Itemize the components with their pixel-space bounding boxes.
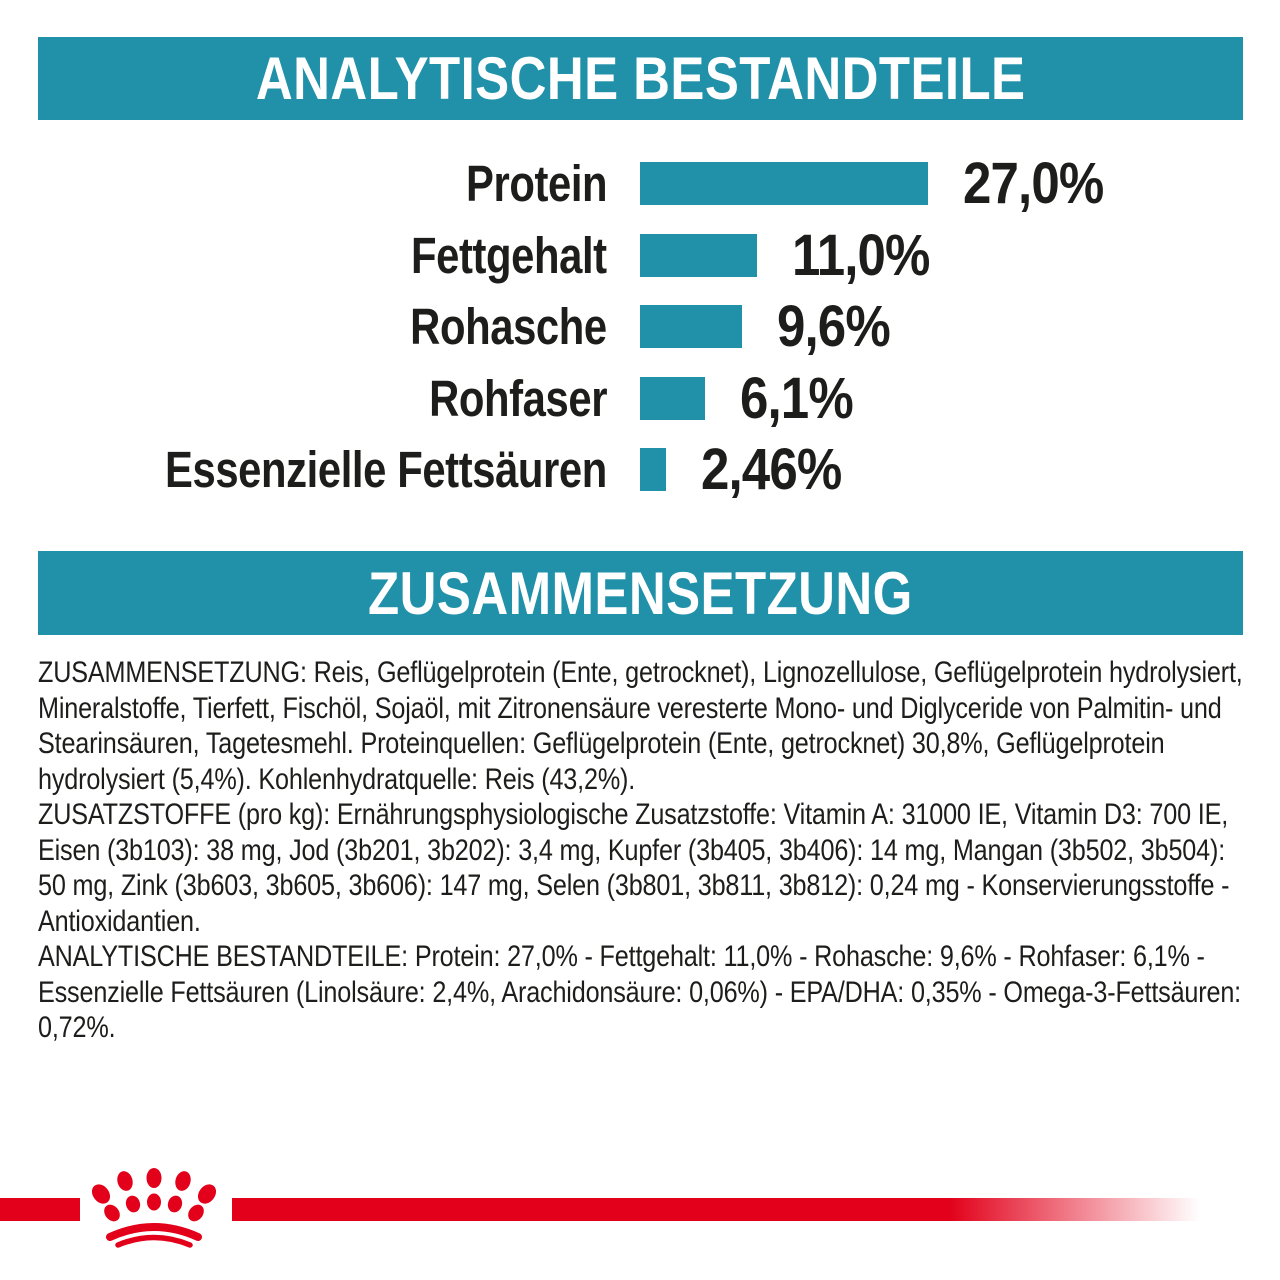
chart-category-label: Rohasche (410, 298, 607, 356)
brand-band-left-segment (0, 1198, 80, 1221)
chart-row-protein: Protein 27,0% (0, 148, 1280, 220)
chart-bar (640, 448, 667, 492)
analytical-constituents-paragraph: ANALYTISCHE BESTANDTEILE: Protein: 27,0%… (38, 940, 1241, 1044)
royal-canin-paw-icon (91, 1168, 217, 1248)
composition-title: ZUSAMMENSETZUNG (368, 559, 913, 627)
composition-banner: ZUSAMMENSETZUNG (38, 551, 1243, 635)
chart-row-essenzielle-fettsaeuren: Essenzielle Fettsäuren 2,46% (0, 434, 1280, 506)
chart-bar (640, 233, 758, 277)
chart-row-rohfaser: Rohfaser 6,1% (0, 363, 1280, 435)
chart-value-label: 27,0% (963, 151, 1104, 217)
chart-category-label: Protein (465, 155, 608, 213)
chart-bar (640, 305, 743, 349)
analytical-constituents-title: ANALYTISCHE BESTANDTEILE (255, 45, 1026, 112)
analytical-constituents-chart: Protein 27,0% Fettgehalt 11,0% Rohasche … (0, 148, 1280, 506)
chart-value-label: 11,0% (792, 222, 930, 288)
composition-paragraph: ZUSAMMENSETZUNG: Reis, Geflügelprotein (… (38, 656, 1243, 796)
chart-category-label: Essenzielle Fettsäuren (165, 441, 607, 499)
chart-bar (640, 162, 929, 206)
brand-band-right-segment (232, 1198, 1200, 1221)
chart-category-label: Fettgehalt (411, 226, 607, 284)
chart-row-fettgehalt: Fettgehalt 11,0% (0, 220, 1280, 292)
additives-paragraph: ZUSATZSTOFFE (pro kg): Ernährungsphysiol… (38, 798, 1230, 938)
chart-bar (640, 376, 706, 420)
chart-value-label: 6,1% (740, 365, 854, 431)
chart-category-label: Rohfaser (429, 369, 607, 427)
analytical-constituents-banner: ANALYTISCHE BESTANDTEILE (38, 37, 1243, 120)
chart-row-rohasche: Rohasche 9,6% (0, 291, 1280, 363)
chart-value-label: 2,46% (701, 437, 842, 503)
composition-text-block: ZUSAMMENSETZUNG: Reis, Geflügelprotein (… (38, 655, 1244, 1046)
chart-value-label: 9,6% (777, 294, 891, 360)
